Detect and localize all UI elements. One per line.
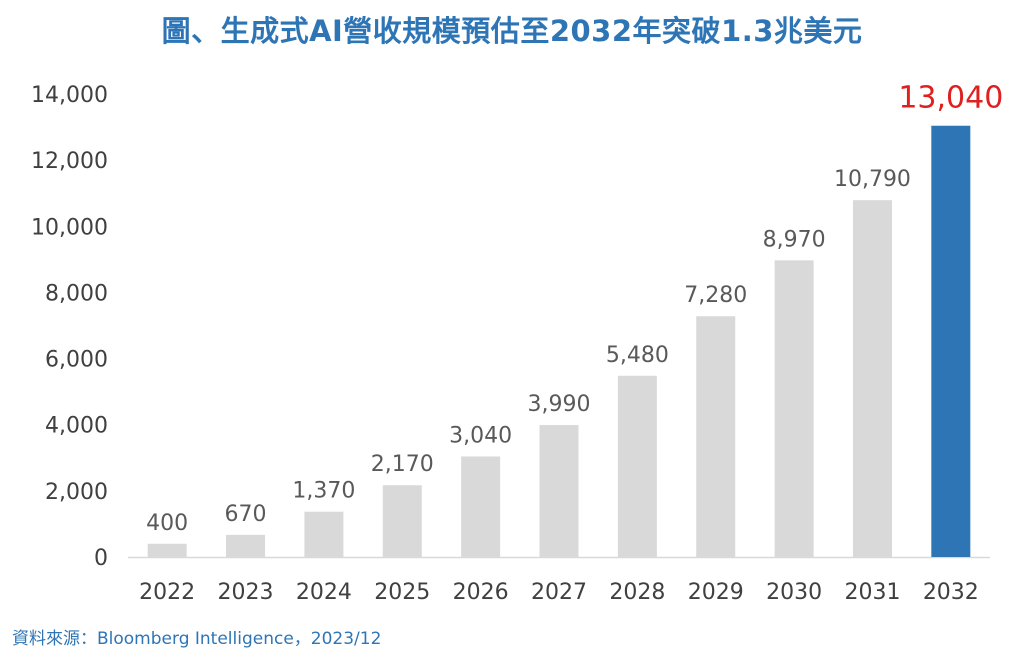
y-axis-tick-labels: 0 2,000 4,000 6,000 8,000 10,000 12,000 14,000 [31, 83, 108, 571]
bar-2026 [461, 456, 501, 557]
source-note: 資料來源：Bloomberg Intelligence，2023/12 [12, 629, 382, 649]
data-labels: 400 670 1,370 2,170 3,040 3,990 5,480 7,280 8,97… [146, 81, 1003, 536]
x-tick-label-2025: 2025 [374, 580, 430, 605]
x-tick-label-2029: 2029 [688, 580, 744, 605]
x-tick-label-2026: 2026 [453, 580, 509, 605]
x-axis-tick-labels: 2022 2023 2024 2025 2026 2027 2028 2029 2030 2031… [139, 580, 979, 605]
y-tick-label: 14,000 [31, 83, 108, 108]
y-tick-label: 10,000 [31, 215, 108, 240]
data-label-2024: 1,370 [292, 479, 355, 504]
chart-title: 圖、生成式AI營收規模預估至2032年突破1.3兆美元 [161, 14, 863, 48]
bars [147, 125, 971, 558]
data-label-2028: 5,480 [606, 343, 669, 368]
data-label-2030: 8,970 [763, 227, 826, 252]
y-tick-label: 12,000 [31, 149, 108, 174]
y-tick-label: 6,000 [45, 348, 108, 373]
x-tick-label-2024: 2024 [296, 580, 352, 605]
bar-2025 [382, 485, 422, 557]
data-label-2022: 400 [146, 511, 188, 536]
data-label-2025: 2,170 [371, 452, 434, 477]
data-label-2026: 3,040 [449, 423, 512, 448]
bar-2024 [304, 511, 344, 557]
bar-2022 [147, 543, 187, 557]
x-tick-label-2032: 2032 [923, 580, 979, 605]
x-tick-label-2027: 2027 [531, 580, 587, 605]
data-label-2029: 7,280 [684, 283, 747, 308]
x-tick-label-2028: 2028 [609, 580, 665, 605]
x-tick-label-2031: 2031 [844, 580, 900, 605]
bar-chart: 02,0004,0006,0008,00010,00012,00014,000 … [31, 81, 1003, 605]
y-tick-label: 2,000 [45, 480, 108, 505]
data-label-2027: 3,990 [528, 392, 591, 417]
x-tick-label-2022: 2022 [139, 580, 195, 605]
bar-2029 [696, 316, 736, 557]
y-tick-label: 4,000 [45, 414, 108, 439]
y-tick-label: 0 [94, 546, 108, 571]
data-label-2031: 10,790 [834, 167, 911, 192]
bar-2028 [617, 375, 657, 557]
bar-2032 [931, 125, 971, 558]
bar-2023 [226, 534, 266, 557]
x-tick-label-2030: 2030 [766, 580, 822, 605]
bar-2027 [539, 425, 579, 557]
x-tick-label-2023: 2023 [218, 580, 274, 605]
data-label-2023: 670 [225, 502, 267, 527]
data-label-2032: 13,040 [898, 81, 1003, 116]
bar-2030 [774, 260, 814, 557]
bar-2031 [852, 200, 892, 557]
y-tick-label: 8,000 [45, 281, 108, 306]
